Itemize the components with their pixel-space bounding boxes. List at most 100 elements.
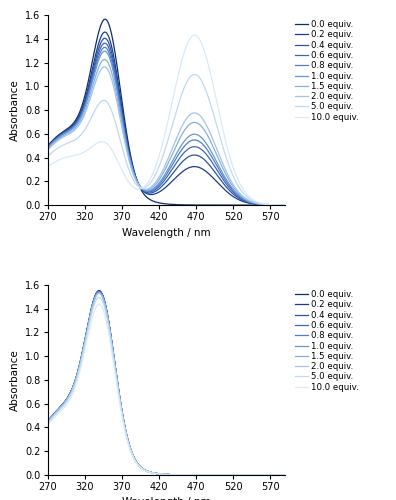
10.0 equiv.	[152, 165, 157, 171]
0.8 equiv.	[204, 472, 209, 478]
0.6 equiv.	[186, 146, 190, 152]
10.0 equiv.	[186, 472, 190, 478]
10.0 equiv.	[192, 32, 197, 38]
0.0 equiv.	[186, 202, 190, 208]
0.4 equiv.	[102, 35, 107, 41]
0.8 equiv.	[153, 470, 158, 476]
2.0 equiv.	[225, 170, 229, 176]
0.2 equiv.	[87, 78, 92, 84]
2.0 equiv.	[153, 470, 158, 476]
Line: 5.0 equiv.: 5.0 equiv.	[48, 298, 285, 475]
5.0 equiv.	[225, 156, 229, 162]
10.0 equiv.	[107, 332, 111, 338]
5.0 equiv.	[107, 326, 111, 332]
0.6 equiv.	[107, 321, 111, 327]
2.0 equiv.	[102, 64, 107, 70]
0.0 equiv.	[45, 418, 50, 424]
0.0 equiv.	[107, 22, 111, 28]
0.2 equiv.	[107, 320, 111, 326]
1.5 equiv.	[153, 470, 158, 476]
0.6 equiv.	[153, 186, 158, 192]
0.0 equiv.	[87, 72, 92, 78]
5.0 equiv.	[225, 472, 229, 478]
0.6 equiv.	[225, 472, 229, 478]
Legend: 0.0 equiv., 0.2 equiv., 0.4 equiv., 0.6 equiv., 0.8 equiv., 1.0 equiv., 1.5 equi: 0.0 equiv., 0.2 equiv., 0.4 equiv., 0.6 …	[294, 289, 359, 393]
5.0 equiv.	[106, 102, 111, 107]
0.2 equiv.	[153, 470, 158, 476]
0.6 equiv.	[225, 182, 229, 188]
0.4 equiv.	[107, 40, 111, 46]
0.2 equiv.	[107, 34, 111, 40]
Line: 0.2 equiv.: 0.2 equiv.	[48, 291, 285, 475]
0.2 equiv.	[225, 188, 229, 194]
10.0 equiv.	[106, 142, 111, 148]
0.8 equiv.	[45, 145, 50, 151]
1.5 equiv.	[283, 202, 287, 208]
0.4 equiv.	[186, 154, 190, 160]
0.8 equiv.	[186, 140, 190, 145]
10.0 equiv.	[225, 142, 229, 148]
1.5 equiv.	[225, 173, 229, 179]
0.6 equiv.	[153, 470, 158, 476]
10.0 equiv.	[87, 326, 92, 332]
5.0 equiv.	[204, 90, 209, 96]
Line: 0.4 equiv.: 0.4 equiv.	[48, 291, 285, 475]
10.0 equiv.	[97, 301, 101, 307]
0.4 equiv.	[87, 82, 92, 88]
0.8 equiv.	[102, 44, 107, 51]
1.5 equiv.	[97, 290, 101, 296]
0.4 equiv.	[283, 202, 287, 208]
0.8 equiv.	[45, 419, 50, 425]
0.6 equiv.	[107, 46, 111, 52]
0.0 equiv.	[283, 472, 287, 478]
Line: 2.0 equiv.: 2.0 equiv.	[48, 294, 285, 475]
5.0 equiv.	[152, 172, 157, 178]
0.2 equiv.	[186, 472, 190, 478]
0.2 equiv.	[283, 202, 287, 208]
1.0 equiv.	[153, 184, 158, 190]
2.0 equiv.	[45, 148, 50, 154]
Line: 0.4 equiv.: 0.4 equiv.	[48, 38, 285, 205]
10.0 equiv.	[45, 164, 50, 170]
2.0 equiv.	[153, 180, 158, 186]
0.2 equiv.	[45, 418, 50, 424]
0.8 equiv.	[283, 472, 287, 478]
0.0 equiv.	[45, 143, 50, 149]
5.0 equiv.	[97, 294, 101, 300]
1.5 equiv.	[107, 322, 111, 328]
0.6 equiv.	[45, 144, 50, 150]
2.0 equiv.	[45, 419, 50, 425]
Y-axis label: Absorbance: Absorbance	[10, 79, 20, 141]
1.0 equiv.	[186, 134, 190, 140]
1.5 equiv.	[45, 419, 50, 425]
5.0 equiv.	[283, 472, 287, 478]
10.0 equiv.	[283, 472, 287, 478]
1.5 equiv.	[153, 182, 158, 188]
Line: 0.6 equiv.: 0.6 equiv.	[48, 43, 285, 205]
1.0 equiv.	[153, 470, 158, 476]
5.0 equiv.	[186, 472, 190, 478]
0.8 equiv.	[225, 472, 229, 478]
10.0 equiv.	[153, 470, 158, 476]
Line: 0.6 equiv.: 0.6 equiv.	[48, 292, 285, 475]
5.0 equiv.	[45, 420, 50, 426]
Line: 0.8 equiv.: 0.8 equiv.	[48, 48, 285, 205]
0.8 equiv.	[225, 180, 229, 186]
0.6 equiv.	[87, 84, 92, 90]
1.5 equiv.	[107, 62, 111, 68]
0.0 equiv.	[107, 320, 111, 326]
5.0 equiv.	[87, 320, 92, 326]
0.6 equiv.	[87, 314, 92, 320]
2.0 equiv.	[283, 472, 287, 478]
Line: 1.5 equiv.: 1.5 equiv.	[48, 60, 285, 205]
5.0 equiv.	[283, 202, 287, 208]
Line: 10.0 equiv.: 10.0 equiv.	[48, 35, 285, 205]
0.2 equiv.	[153, 191, 158, 197]
10.0 equiv.	[283, 202, 287, 208]
0.0 equiv.	[87, 314, 92, 320]
0.4 equiv.	[204, 472, 209, 478]
Line: 0.2 equiv.: 0.2 equiv.	[48, 32, 285, 205]
Y-axis label: Absorbance: Absorbance	[10, 349, 20, 411]
5.0 equiv.	[192, 72, 197, 78]
1.5 equiv.	[204, 472, 209, 478]
